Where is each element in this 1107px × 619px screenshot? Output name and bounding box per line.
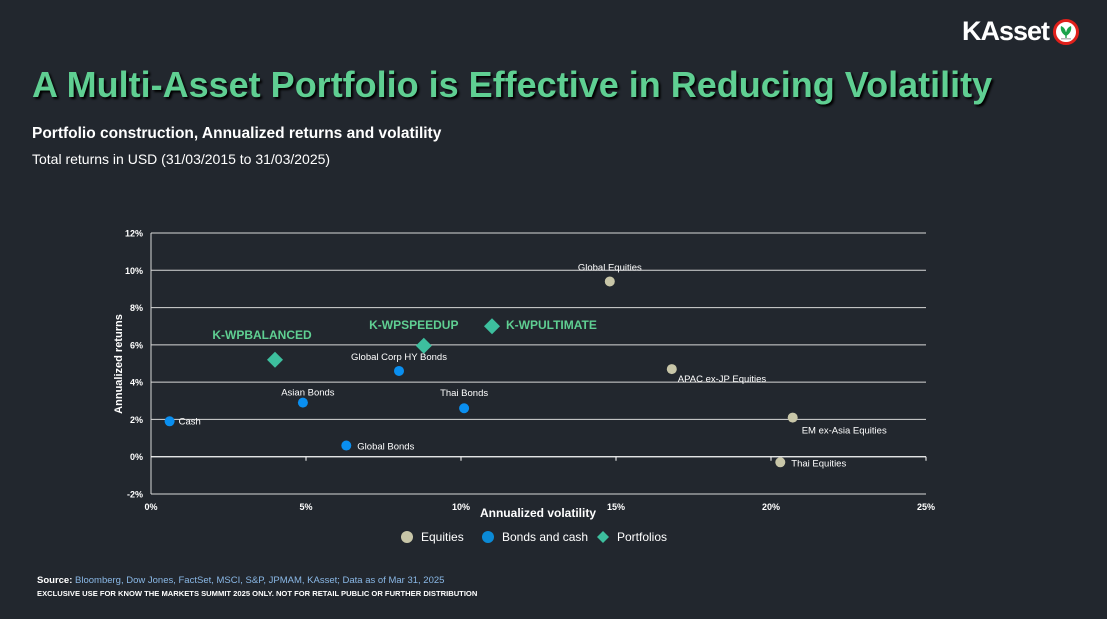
bond-marker <box>394 365 404 376</box>
y-tick-label: 10% <box>125 266 143 276</box>
point-label: APAC ex-JP Equities <box>678 374 767 385</box>
legend-marker <box>482 531 494 543</box>
data-points: Global Equities APAC ex-JP Equities EM ex-… <box>164 262 887 469</box>
bond-marker <box>459 403 470 414</box>
y-tick-label: 12% <box>125 229 143 239</box>
source-label: Source: <box>37 575 76 586</box>
point-label: Thai Equities <box>791 458 846 469</box>
point-label: K-WPSPEEDUP <box>369 318 458 332</box>
x-tick-label: 5% <box>299 502 312 512</box>
legend: Equities Bonds and cash Portfolios <box>401 530 667 544</box>
axes <box>150 233 927 495</box>
equity-marker <box>787 412 798 423</box>
equity-marker <box>666 364 677 375</box>
legend-label: Bonds and cash <box>502 530 588 544</box>
y-tick-label: 4% <box>130 378 143 388</box>
point-label: Global Corp HY Bonds <box>351 352 447 363</box>
bond-marker <box>341 440 352 451</box>
chart-period: Total returns in USD (31/03/2015 to 31/0… <box>32 151 331 167</box>
source-text: Bloomberg, Dow Jones, FactSet, MSCI, S&P… <box>75 575 445 586</box>
point-label: Asian Bonds <box>281 388 335 399</box>
y-tick-label: 6% <box>130 340 143 350</box>
y-tick-label: -2% <box>127 490 143 500</box>
point-label: K-WPULTIMATE <box>506 318 597 332</box>
disclaimer: EXCLUSIVE USE FOR KNOW THE MARKETS SUMMI… <box>37 589 478 598</box>
bond-marker <box>297 397 308 408</box>
equity-marker <box>604 276 615 287</box>
point-label: Global Bonds <box>357 442 414 453</box>
portfolio-marker <box>484 318 500 335</box>
point-label: Cash <box>179 416 201 427</box>
x-tick-label: 10% <box>452 502 470 512</box>
kasset-logo: KAsset <box>962 16 1080 47</box>
legend-label: Equities <box>421 530 464 544</box>
point-label: K-WPBALANCED <box>212 328 312 342</box>
y-tick-label: 2% <box>130 415 143 425</box>
bond-marker <box>164 416 175 427</box>
page-title: A Multi-Asset Portfolio is Effective in … <box>32 64 993 105</box>
chart-subtitle: Portfolio construction, Annualized retur… <box>32 125 442 142</box>
x-tick-label: 0% <box>144 502 157 512</box>
x-tick-label: 25% <box>917 502 935 512</box>
x-tick-label: 20% <box>762 502 780 512</box>
portfolio-marker <box>267 351 283 368</box>
point-label: Thai Bonds <box>440 388 488 399</box>
x-axis-label: Annualized volatility <box>480 506 596 520</box>
x-tick-label: 15% <box>607 502 625 512</box>
y-axis-label: Annualized returns <box>113 314 125 414</box>
equity-marker <box>775 457 786 468</box>
portfolio-marker <box>415 337 432 354</box>
gridlines <box>151 232 926 420</box>
y-tick-label: 8% <box>130 303 143 313</box>
source-note: Source: Bloomberg, Dow Jones, FactSet, M… <box>37 575 444 586</box>
y-tick-label: 0% <box>130 452 143 462</box>
legend-marker <box>401 531 413 543</box>
tick-labels: -2%0%2%4%6%8%10%12%0% 5% 10% 15% 20% 25% <box>125 229 935 513</box>
point-label: EM ex-Asia Equities <box>802 426 887 437</box>
legend-label: Portfolios <box>617 530 667 544</box>
sprout-logo-icon <box>1053 18 1080 45</box>
logo-text: KAsset <box>962 16 1050 46</box>
legend-marker-portfolios <box>597 531 609 543</box>
point-label: Global Equities <box>578 262 642 273</box>
